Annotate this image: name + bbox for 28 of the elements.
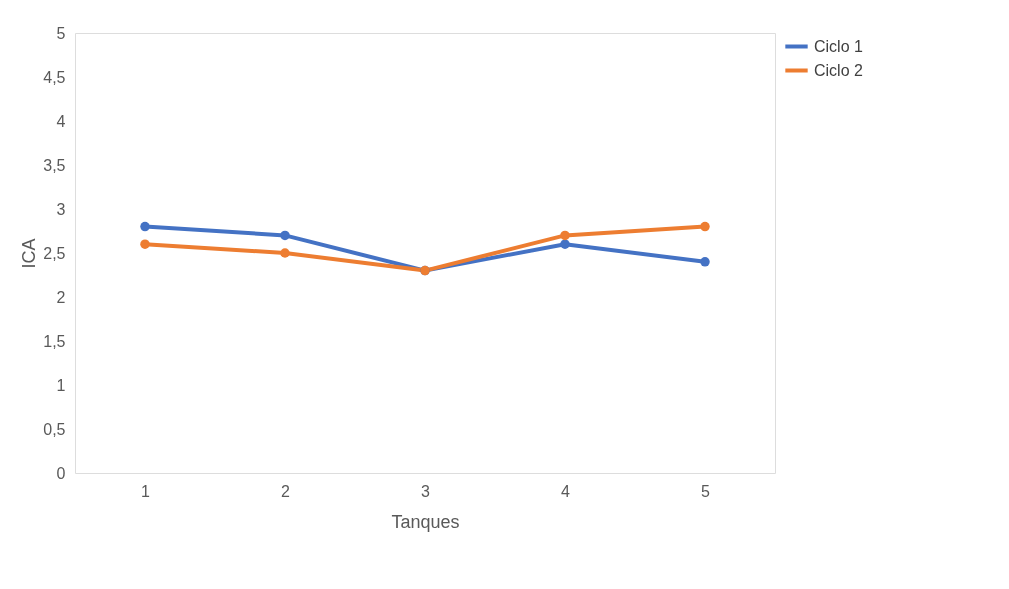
y-axis-title: ICA [19,238,40,269]
point [560,239,570,249]
y-tick-label: 0,5 [43,420,66,438]
point [140,239,150,249]
y-tick-label: 2,5 [43,244,66,262]
y-tick-label: 3,5 [43,156,66,174]
point [280,230,290,241]
x-tick-label: 3 [421,482,431,500]
x-tick-label: 2 [281,482,291,500]
y-tick-label: 1 [56,376,66,394]
legend-label: Ciclo 1 [814,37,864,55]
y-tick-label: 5 [56,24,66,42]
point [560,230,570,241]
x-axis-title: Tanques [391,511,460,532]
point [280,248,290,258]
point [140,221,150,232]
x-tick-label: 1 [141,482,151,500]
point [700,221,710,232]
y-tick-label: 4 [56,112,66,130]
x-tick-label: 4 [561,482,571,500]
y-tick-label: 4,5 [43,68,66,86]
y-tick-label: 2 [56,288,66,306]
y-tick-label: 0 [56,464,66,482]
y-tick-label: 3 [56,200,66,218]
y-tick-label: 1,5 [43,332,66,350]
x-tick-label: 5 [701,482,711,500]
legend-label: Ciclo 2 [814,61,864,79]
point [700,257,710,267]
